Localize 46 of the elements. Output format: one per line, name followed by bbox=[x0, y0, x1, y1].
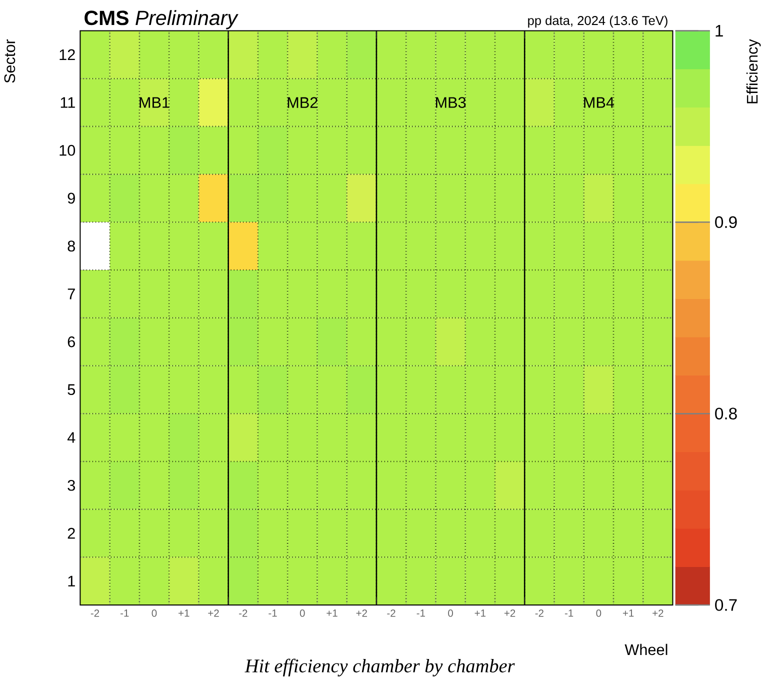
x-tick-label: +1 bbox=[622, 610, 634, 617]
x-tick-label: +1 bbox=[178, 610, 190, 617]
annotation: MB1 bbox=[140, 97, 170, 108]
y-tick-label: 10 bbox=[60, 145, 76, 156]
y-tick-label: 8 bbox=[68, 240, 75, 252]
x-tick-label: -1 bbox=[268, 610, 277, 617]
y-tick-label: 11 bbox=[60, 97, 75, 108]
annotation: MB2 bbox=[288, 97, 318, 108]
y-tick-label: 5 bbox=[68, 384, 76, 396]
x-tick-label: -2 bbox=[90, 610, 100, 617]
x-tick-label: -2 bbox=[387, 610, 396, 617]
y-tick-label: 12 bbox=[60, 49, 75, 60]
x-tick-label: +1 bbox=[326, 610, 338, 617]
y-axis-title: Sector bbox=[4, 39, 16, 83]
annotation: MB4 bbox=[584, 97, 614, 108]
x-tick-label: +2 bbox=[652, 610, 664, 617]
x-tick-label: +1 bbox=[474, 610, 486, 617]
x-axis-title: Wheel bbox=[624, 644, 668, 656]
x-tick-label: +2 bbox=[356, 610, 367, 617]
color-bar-label: 1 bbox=[716, 25, 723, 37]
x-tick-label: +2 bbox=[208, 610, 219, 617]
x-tick-label: -2 bbox=[535, 610, 544, 617]
x-tick-label: 0 bbox=[300, 610, 305, 617]
annotation: MB3 bbox=[436, 97, 466, 108]
chart-title: CMS Preliminary bbox=[84, 10, 238, 30]
x-tick-label: 0 bbox=[596, 610, 602, 617]
y-tick-label: 1 bbox=[68, 576, 75, 586]
y-tick-label: 3 bbox=[68, 480, 75, 491]
y-tick-label: 9 bbox=[68, 192, 75, 204]
color-bar-title: Efficiency bbox=[746, 39, 761, 104]
y-tick-label: 4 bbox=[67, 432, 76, 443]
x-tick-label: -1 bbox=[120, 610, 129, 617]
chart-subtitle: pp data, 2024 (13.6 TeV) bbox=[528, 16, 668, 28]
x-tick-label: +2 bbox=[504, 610, 516, 617]
y-tick-label: 7 bbox=[68, 288, 75, 300]
y-tick-label: 6 bbox=[68, 336, 75, 348]
x-tick-label: -2 bbox=[239, 610, 248, 617]
y-tick-label: 2 bbox=[68, 528, 75, 539]
x-tick-label: 0 bbox=[152, 610, 157, 617]
x-tick-label: 0 bbox=[448, 610, 453, 617]
color-bar-label: 0.7 bbox=[715, 599, 737, 612]
color-bar-label: 0.8 bbox=[715, 408, 737, 420]
text: Hit efficiency chamber by chamber bbox=[244, 658, 515, 677]
x-tick-label: -1 bbox=[564, 610, 574, 617]
x-tick-label: -1 bbox=[416, 610, 425, 617]
color-bar-label: 0.9 bbox=[715, 216, 737, 228]
